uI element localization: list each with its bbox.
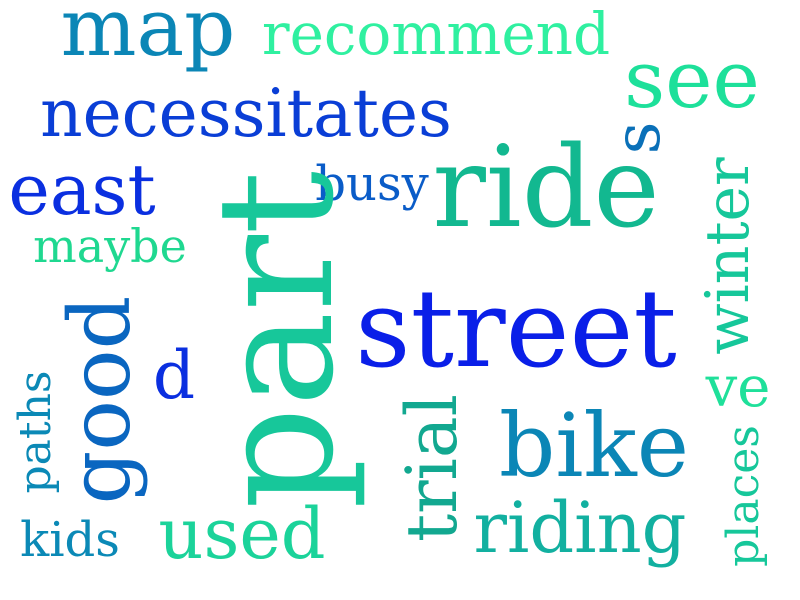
word-ride: ride — [432, 123, 660, 253]
word-part: part — [182, 170, 369, 510]
word-s: s — [601, 121, 675, 155]
word-see: see — [624, 33, 760, 126]
word-necessitates: necessitates — [40, 75, 452, 152]
word-maybe: maybe — [33, 219, 187, 273]
word-east: east — [8, 149, 156, 231]
word-map: map — [60, 0, 236, 74]
word-riding: riding — [473, 487, 687, 569]
word-busy: busy — [315, 156, 429, 212]
word-d: d — [152, 337, 196, 414]
word-bike: bike — [499, 394, 689, 497]
word-recommend: recommend — [261, 0, 611, 68]
word-used: used — [158, 493, 326, 575]
word-good: good — [51, 295, 149, 505]
word-places: places — [718, 425, 769, 567]
word-street: street — [355, 267, 677, 392]
word-paths: paths — [10, 370, 61, 494]
word-kids: kids — [20, 512, 120, 568]
word-ve: ve — [705, 355, 771, 420]
word-trial: trial — [391, 393, 473, 543]
word-winter: winter — [693, 157, 763, 355]
